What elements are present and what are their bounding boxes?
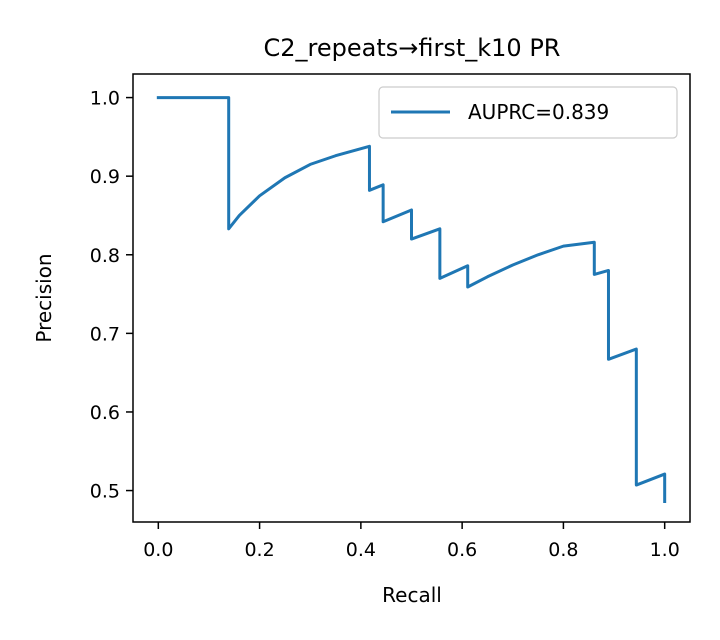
plot-area: [132, 73, 691, 523]
legend-box: [378, 86, 678, 139]
x-tick-label: 1.0: [650, 539, 680, 561]
y-tick-label: 1.0: [90, 88, 120, 110]
series-line-auprc: [156, 96, 667, 504]
y-tick-label: 0.6: [90, 402, 120, 424]
x-axis-label: Recall: [382, 583, 442, 607]
x-tick-label: 0.4: [346, 539, 376, 561]
y-tick-label: 0.5: [90, 481, 120, 503]
x-tick-label: 0.8: [548, 539, 578, 561]
x-tick-label: 0.2: [244, 539, 274, 561]
x-tick-label: 0.6: [447, 539, 477, 561]
y-axis: 0.5 0.6 0.7 0.8 0.9 1.0: [90, 88, 133, 503]
y-tick-label: 0.7: [90, 323, 120, 345]
chart-title: C2_repeats→first_k10 PR: [264, 34, 561, 62]
x-tick-label: 0.0: [143, 539, 173, 561]
y-tick-label: 0.8: [90, 245, 120, 267]
y-tick-label: 0.9: [90, 166, 120, 188]
y-axis-label: Precision: [32, 253, 56, 342]
plot-frame: [132, 73, 691, 523]
legend: AUPRC=0.839: [378, 86, 678, 139]
legend-label: AUPRC=0.839: [468, 100, 609, 124]
x-axis: 0.0 0.2 0.4 0.6 0.8 1.0: [143, 522, 680, 561]
